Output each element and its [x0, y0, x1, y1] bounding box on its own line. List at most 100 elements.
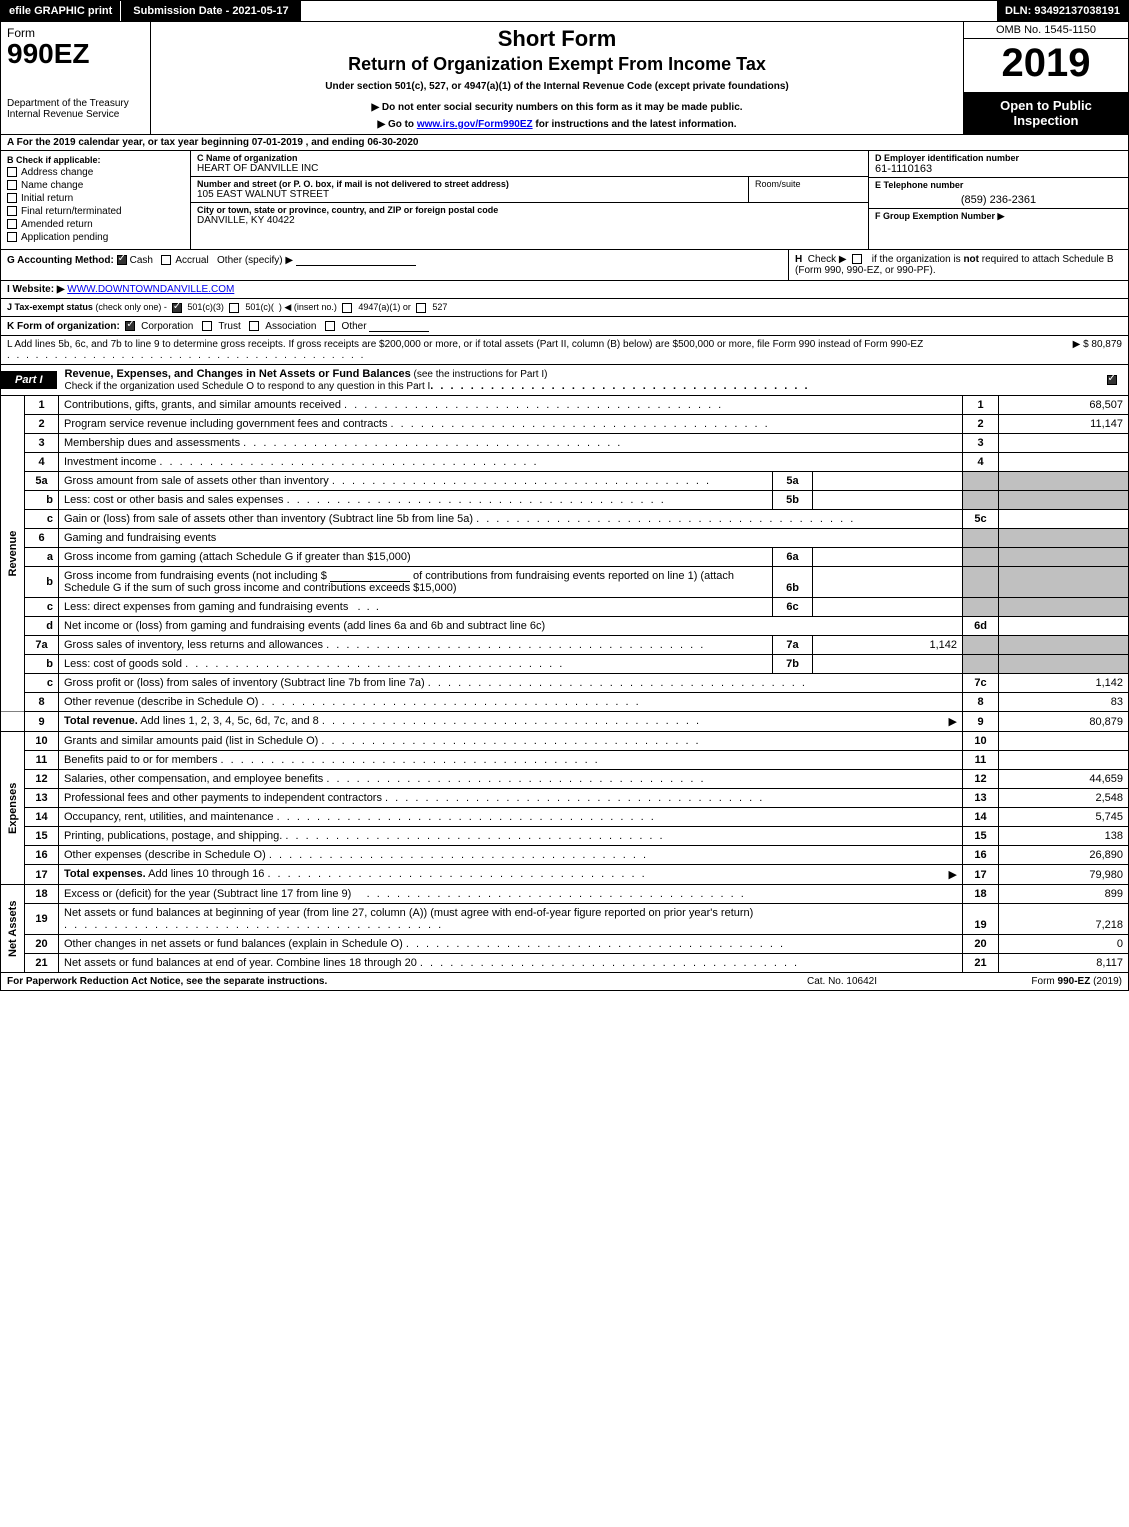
grey-cell [999, 548, 1129, 567]
line-desc: Less: cost of goods sold [59, 655, 773, 674]
part-1-check-line: Check if the organization used Schedule … [65, 381, 431, 392]
l-text: L Add lines 5b, 6c, and 7b to line 9 to … [7, 339, 923, 350]
line-desc: Net assets or fund balances at end of ye… [59, 954, 963, 973]
irs-label: Internal Revenue Service [7, 109, 144, 120]
line-desc: Grants and similar amounts paid (list in… [59, 732, 963, 751]
table-row: bLess: cost or other basis and sales exp… [1, 491, 1129, 510]
line-num: 19 [25, 904, 59, 935]
checkbox-checked-icon[interactable] [125, 321, 135, 331]
line-num: 8 [25, 693, 59, 712]
line-desc: Net income or (loss) from gaming and fun… [59, 617, 963, 636]
line-num: 4 [25, 453, 59, 472]
org-address: 105 EAST WALNUT STREET [197, 189, 742, 200]
efile-print-label[interactable]: efile GRAPHIC print [1, 1, 120, 21]
chk-application-pending[interactable]: Application pending [7, 232, 184, 243]
chk-final-return[interactable]: Final return/terminated [7, 206, 184, 217]
line-ref: 17 [963, 865, 999, 885]
mini-line-ref: 6a [773, 548, 813, 567]
line-num: c [25, 598, 59, 617]
checkbox-icon[interactable] [416, 303, 426, 313]
line-amount [999, 617, 1129, 636]
line-ref: 21 [963, 954, 999, 973]
line-ref: 18 [963, 885, 999, 904]
checkbox-icon[interactable] [161, 255, 171, 265]
line-ref: 4 [963, 453, 999, 472]
header-mid: Short Form Return of Organization Exempt… [151, 22, 963, 134]
line-desc: Total revenue. Add lines 1, 2, 3, 4, 5c,… [59, 712, 963, 732]
short-form-title: Short Form [159, 26, 955, 52]
line-desc: Less: direct expenses from gaming and fu… [59, 598, 773, 617]
checkbox-icon [7, 180, 17, 190]
chk-amended-return[interactable]: Amended return [7, 219, 184, 230]
mini-line-amount [813, 655, 963, 674]
k-label: K Form of organization: [7, 321, 120, 332]
line-desc: Printing, publications, postage, and shi… [59, 827, 963, 846]
chk-name-change[interactable]: Name change [7, 180, 184, 191]
line-ref: 13 [963, 789, 999, 808]
form-number: 990EZ [7, 40, 144, 68]
line-amount: 11,147 [999, 415, 1129, 434]
checkbox-icon[interactable] [852, 254, 862, 264]
phone-label: E Telephone number [875, 180, 1122, 190]
open-public-inspection: Open to Public Inspection [964, 92, 1128, 134]
checkbox-icon[interactable] [342, 303, 352, 313]
accounting-method: G Accounting Method: Cash Accrual Other … [1, 250, 788, 280]
grey-cell [963, 655, 999, 674]
header-right: OMB No. 1545-1150 2019 Open to Public In… [963, 22, 1128, 134]
grey-cell [999, 655, 1129, 674]
grey-cell [963, 567, 999, 598]
submission-date: Submission Date - 2021-05-17 [120, 1, 300, 21]
line-num: b [25, 491, 59, 510]
line-amount [999, 751, 1129, 770]
checkbox-checked-icon[interactable] [172, 303, 182, 313]
line-num: 9 [25, 712, 59, 732]
table-row: Revenue 1 Contributions, gifts, grants, … [1, 396, 1129, 415]
contrib-amount-field[interactable] [330, 570, 410, 582]
under-section: Under section 501(c), 527, or 4947(a)(1)… [159, 81, 955, 92]
phone-value: (859) 236-2361 [875, 190, 1122, 206]
line-amount: 138 [999, 827, 1129, 846]
omb-number: OMB No. 1545-1150 [964, 22, 1128, 39]
table-row: 21Net assets or fund balances at end of … [1, 954, 1129, 973]
mini-line-ref: 7b [773, 655, 813, 674]
line-num: 12 [25, 770, 59, 789]
part-1-header: Part I Revenue, Expenses, and Changes in… [0, 365, 1129, 396]
mini-line-amount: 1,142 [813, 636, 963, 655]
line-num: b [25, 567, 59, 598]
other-specify-field[interactable] [296, 254, 416, 266]
checkbox-icon [7, 232, 17, 242]
checkbox-icon[interactable] [202, 321, 212, 331]
checkbox-icon[interactable] [249, 321, 259, 331]
mini-line-amount [813, 598, 963, 617]
mini-line-amount [813, 548, 963, 567]
chk-initial-return[interactable]: Initial return [7, 193, 184, 204]
instructions-link-line: ▶ Go to www.irs.gov/Form990EZ for instru… [159, 119, 955, 130]
footer-paperwork: For Paperwork Reduction Act Notice, see … [7, 976, 742, 987]
form-header: Form 990EZ Department of the Treasury In… [0, 22, 1129, 135]
mini-line-ref: 5a [773, 472, 813, 491]
line-num: 6 [25, 529, 59, 548]
line-num: 13 [25, 789, 59, 808]
col-c-org-info: C Name of organization HEART OF DANVILLE… [191, 151, 868, 249]
other-org-field[interactable] [369, 320, 429, 332]
grey-cell [999, 472, 1129, 491]
checkbox-icon [7, 193, 17, 203]
line-amount [999, 434, 1129, 453]
col-b-checkboxes: B Check if applicable: Address change Na… [1, 151, 191, 249]
website-link[interactable]: WWW.DOWNTOWNDANVILLE.COM [67, 284, 234, 295]
city-cell: City or town, state or province, country… [191, 203, 868, 249]
line-amount: 68,507 [999, 396, 1129, 415]
instructions-link[interactable]: www.irs.gov/Form990EZ [417, 119, 533, 130]
chk-address-change[interactable]: Address change [7, 167, 184, 178]
table-row: 7aGross sales of inventory, less returns… [1, 636, 1129, 655]
part-1-checkbox[interactable] [1098, 374, 1128, 386]
mini-line-ref: 7a [773, 636, 813, 655]
line-num: c [25, 510, 59, 529]
line-amount: 1,142 [999, 674, 1129, 693]
table-row: 5aGross amount from sale of assets other… [1, 472, 1129, 491]
checkbox-checked-icon[interactable] [117, 255, 127, 265]
line-amount: 899 [999, 885, 1129, 904]
checkbox-icon[interactable] [229, 303, 239, 313]
org-name-cell: C Name of organization HEART OF DANVILLE… [191, 151, 868, 177]
checkbox-icon[interactable] [325, 321, 335, 331]
